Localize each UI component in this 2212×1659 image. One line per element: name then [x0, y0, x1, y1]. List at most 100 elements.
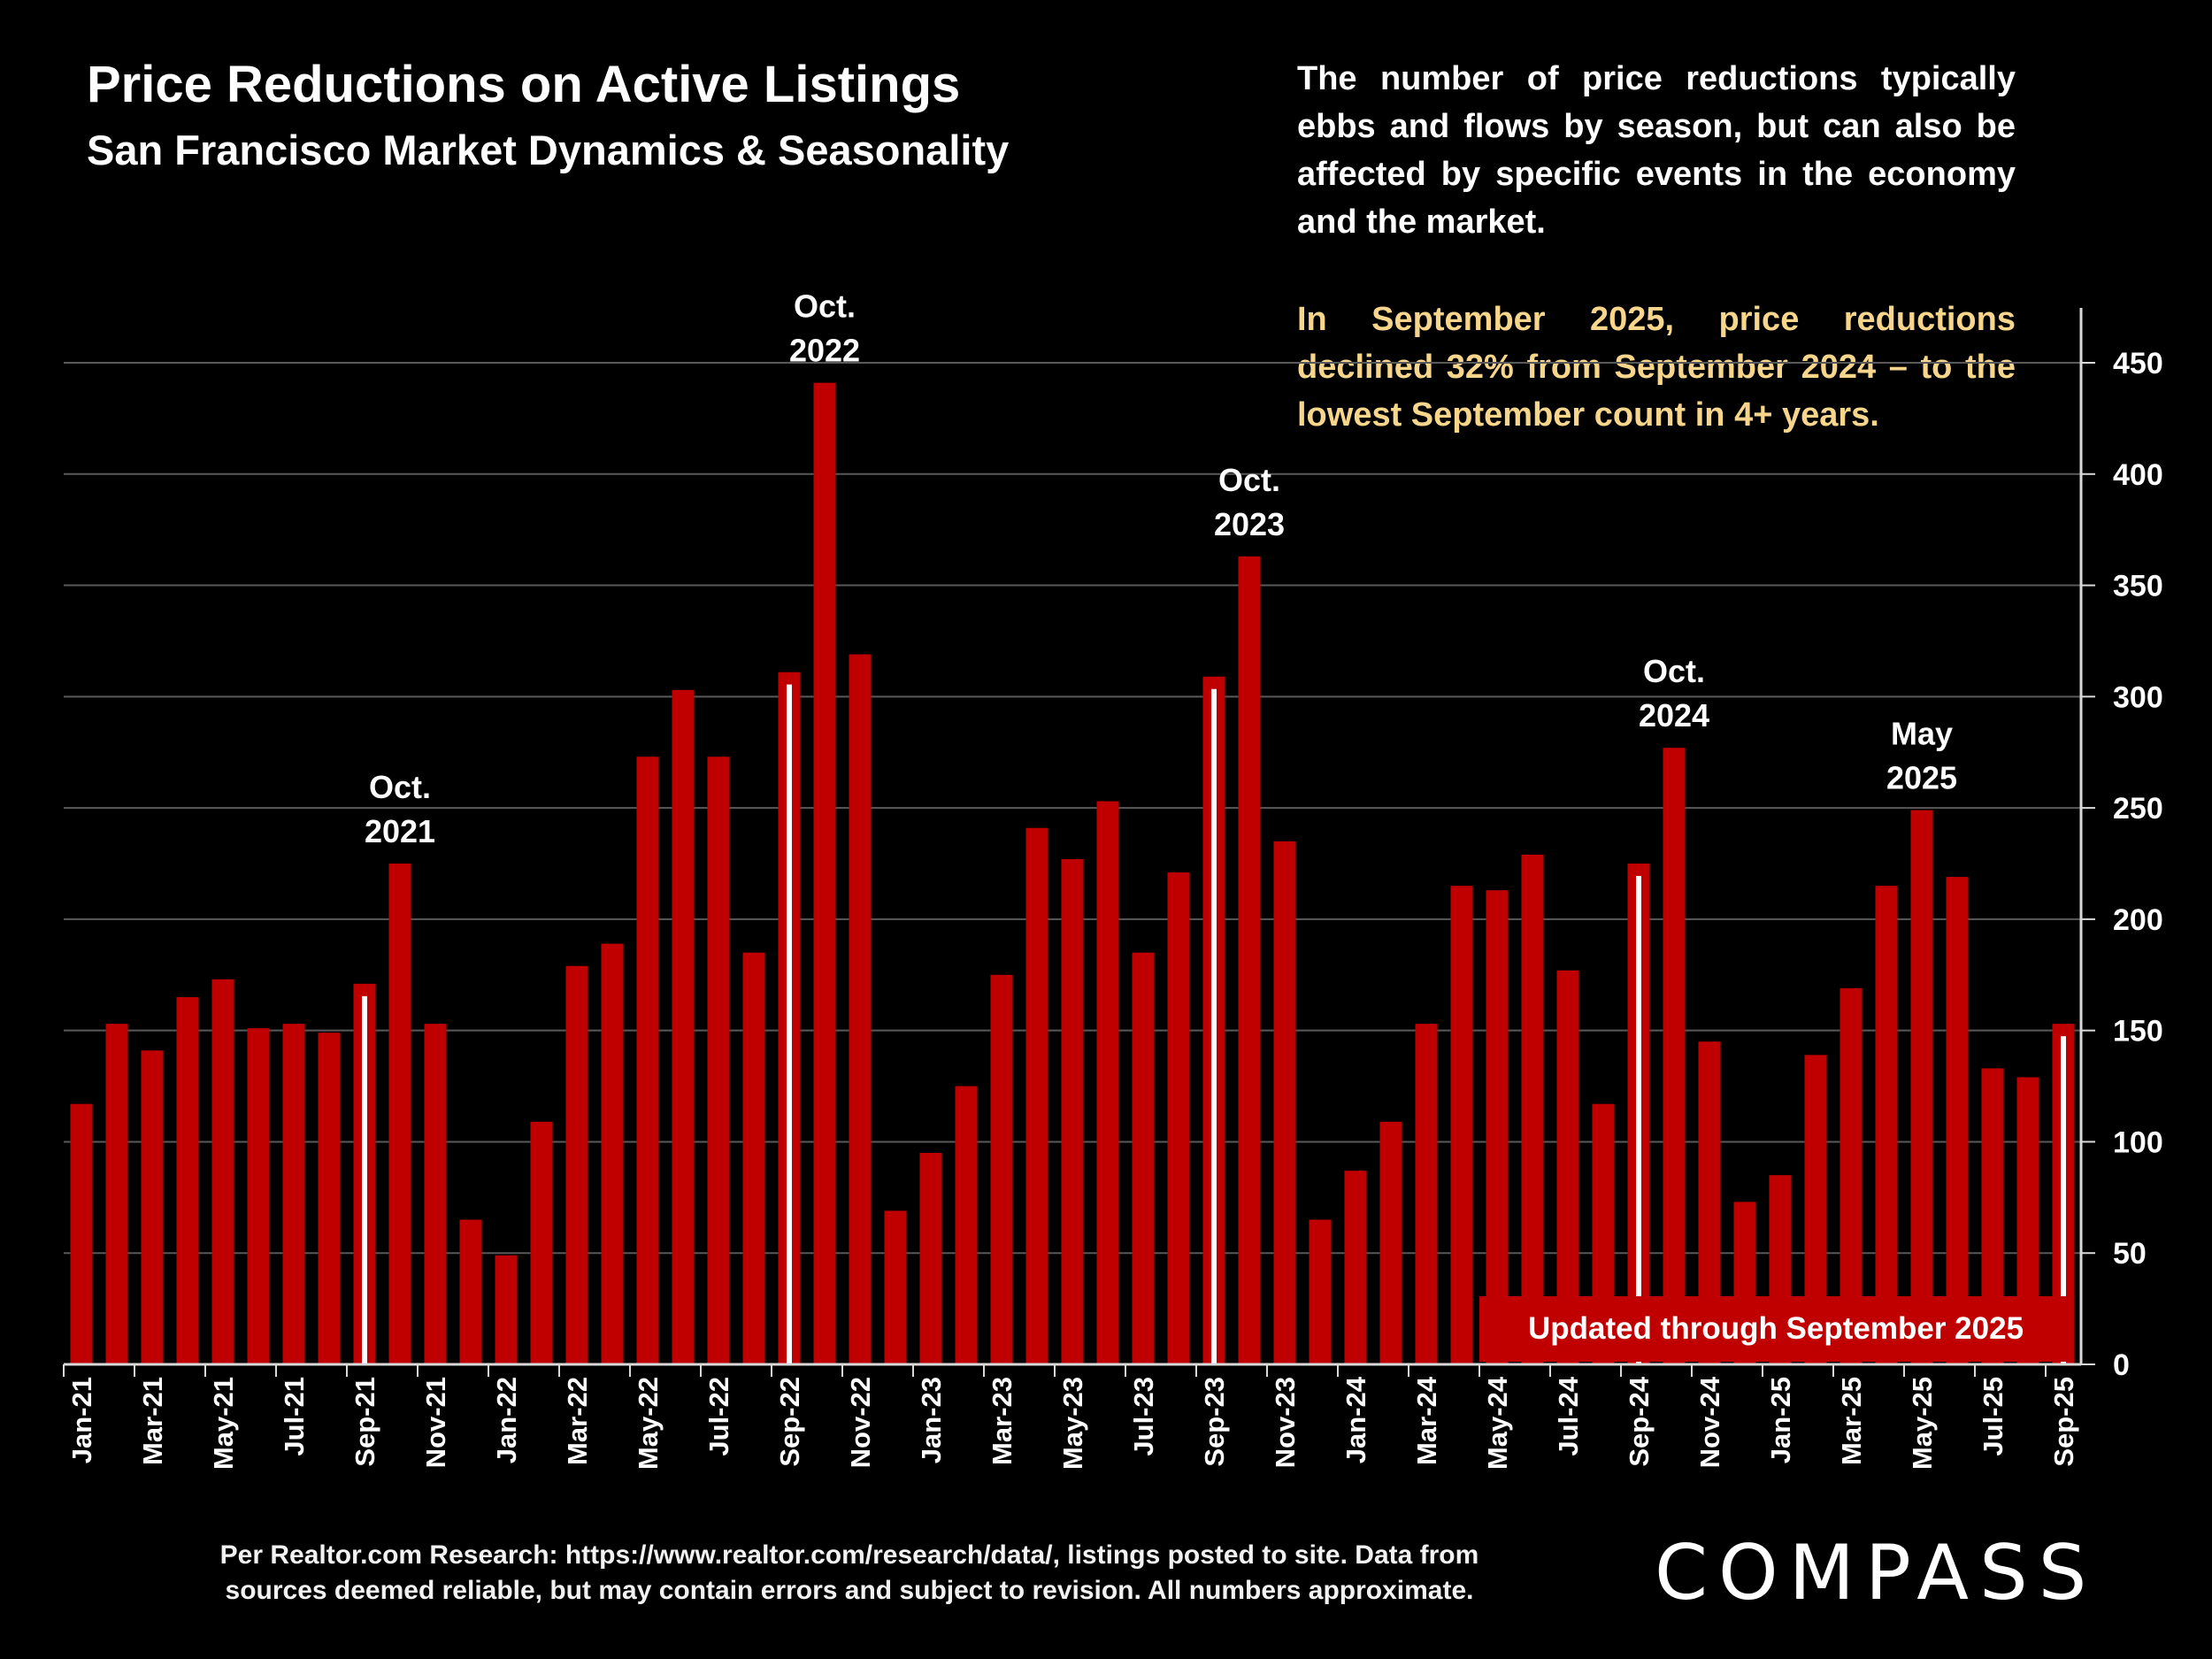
- bars: [70, 382, 2075, 1364]
- x-tick-label: Nov-22: [845, 1377, 876, 1468]
- bar: [919, 1153, 942, 1364]
- annotation-year: 2021: [365, 813, 435, 849]
- bar: [707, 757, 730, 1364]
- x-tick-label: Mar-23: [987, 1377, 1018, 1465]
- commentary-note: The number of price reductions typically…: [1297, 60, 2016, 241]
- x-tick-label: Nov-21: [420, 1377, 451, 1468]
- x-tick-label: Mar-25: [1836, 1377, 1867, 1465]
- source-note-line-1: Per Realtor.com Research: https://www.re…: [219, 1540, 1479, 1570]
- x-tick-label: May-23: [1057, 1377, 1088, 1470]
- x-tick-label: May-24: [1482, 1376, 1513, 1470]
- bar: [211, 979, 234, 1364]
- bar: [601, 943, 624, 1364]
- x-tick-label: Jul-25: [1978, 1377, 2008, 1456]
- bar: [1663, 748, 1686, 1364]
- source-note-line-2: sources deemed reliable, but may contain…: [225, 1576, 1474, 1605]
- y-tick-label: 300: [2113, 680, 2163, 714]
- y-tick-label: 100: [2113, 1125, 2163, 1159]
- bar: [388, 864, 411, 1364]
- bar: [1910, 810, 1933, 1364]
- bar: [1521, 854, 1544, 1364]
- annotation-year: 2024: [1639, 697, 1709, 733]
- bar: [1309, 1219, 1332, 1364]
- y-tick-label: 250: [2113, 792, 2163, 826]
- y-tick-label: 350: [2113, 570, 2163, 603]
- x-tick-label: Mar-21: [137, 1377, 168, 1465]
- commentary-highlight: In September 2025, price reductions decl…: [1297, 301, 2016, 434]
- x-tick-label: Jan-22: [491, 1377, 522, 1463]
- bar: [1096, 801, 1119, 1364]
- x-tick-label: Jan-24: [1340, 1376, 1371, 1463]
- chart-title: Price Reductions on Active Listings: [87, 56, 961, 113]
- x-tick-label: Jul-24: [1553, 1376, 1584, 1455]
- x-tick-label: Sep-23: [1199, 1377, 1230, 1467]
- bar: [176, 996, 199, 1364]
- bar: [1379, 1121, 1402, 1364]
- annotation-year: 2025: [1886, 760, 1957, 796]
- x-tick-label: Mar-24: [1411, 1376, 1442, 1465]
- bar: [990, 974, 1013, 1364]
- y-tick-label: 50: [2113, 1237, 2147, 1271]
- y-tick-label: 450: [2113, 347, 2163, 380]
- source-note: Per Realtor.com Research: https://www.re…: [186, 1538, 1513, 1609]
- bar: [849, 654, 872, 1364]
- bar: [955, 1086, 978, 1364]
- bar: [1344, 1171, 1367, 1364]
- annotation-month: Oct.: [369, 769, 431, 805]
- bar: [884, 1210, 907, 1364]
- x-tick-label: Jul-22: [703, 1377, 734, 1456]
- chart-subtitle: San Francisco Market Dynamics & Seasonal…: [87, 127, 1010, 173]
- bar: [141, 1050, 164, 1364]
- y-tick-label: 200: [2113, 903, 2163, 937]
- bar: [565, 965, 588, 1364]
- x-tick-label: Sep-21: [349, 1377, 380, 1467]
- compass-logo: COMPASS: [1655, 1529, 2098, 1617]
- x-tick-label: Sep-22: [774, 1377, 805, 1467]
- bar: [1273, 841, 1296, 1364]
- y-tick-label: 0: [2113, 1348, 2130, 1382]
- annotation-month: Oct.: [1218, 462, 1280, 498]
- bar: [742, 952, 765, 1364]
- bar: [105, 1024, 128, 1364]
- bar: [247, 1028, 270, 1364]
- annotation-month: Oct.: [1643, 653, 1705, 689]
- x-tick-label: May-25: [1907, 1377, 1938, 1470]
- x-tick-label: Sep-24: [1624, 1376, 1655, 1466]
- bar: [424, 1024, 447, 1364]
- x-tick-label: Jan-21: [66, 1377, 97, 1463]
- x-tick-label: Jul-23: [1128, 1377, 1159, 1456]
- x-tick-label: Jan-25: [1765, 1377, 1796, 1463]
- x-tick-label: May-21: [208, 1377, 239, 1470]
- x-tick-label: Mar-22: [562, 1377, 593, 1465]
- axes: 0 50 100 150 200 250 300 350 400 450 Jan-21 Mar-21 M…: [63, 308, 2163, 1470]
- bar: [1167, 872, 1190, 1364]
- annotation-year: 2023: [1214, 506, 1285, 542]
- bar: [672, 689, 695, 1364]
- x-tick-label: Jan-23: [916, 1377, 947, 1463]
- x-tick-label: Nov-24: [1694, 1376, 1725, 1468]
- x-tick-label: Jul-21: [279, 1377, 310, 1456]
- bar: [530, 1121, 553, 1364]
- bar: [495, 1255, 518, 1364]
- bar: [1061, 858, 1084, 1364]
- updated-badge-label: Updated through September 2025: [1527, 1311, 2024, 1346]
- bar: [1450, 886, 1473, 1364]
- bar: [318, 1033, 341, 1364]
- bar: [459, 1219, 482, 1364]
- annotation-month: Oct.: [794, 288, 856, 325]
- x-tick-label: Sep-25: [2048, 1377, 2079, 1467]
- x-tick-label: May-22: [633, 1377, 664, 1470]
- bar: [1238, 556, 1261, 1364]
- bar: [1132, 952, 1155, 1364]
- bar: [1025, 827, 1048, 1364]
- bar: [813, 382, 836, 1364]
- y-tick-label: 150: [2113, 1015, 2163, 1048]
- annotation-year: 2022: [789, 333, 860, 369]
- bar: [282, 1024, 305, 1364]
- bar: [1415, 1024, 1438, 1364]
- annotation-month: May: [1891, 716, 1953, 752]
- bar: [1486, 890, 1509, 1364]
- bar: [70, 1103, 93, 1364]
- updated-badge: Updated through September 2025: [1479, 1296, 2072, 1362]
